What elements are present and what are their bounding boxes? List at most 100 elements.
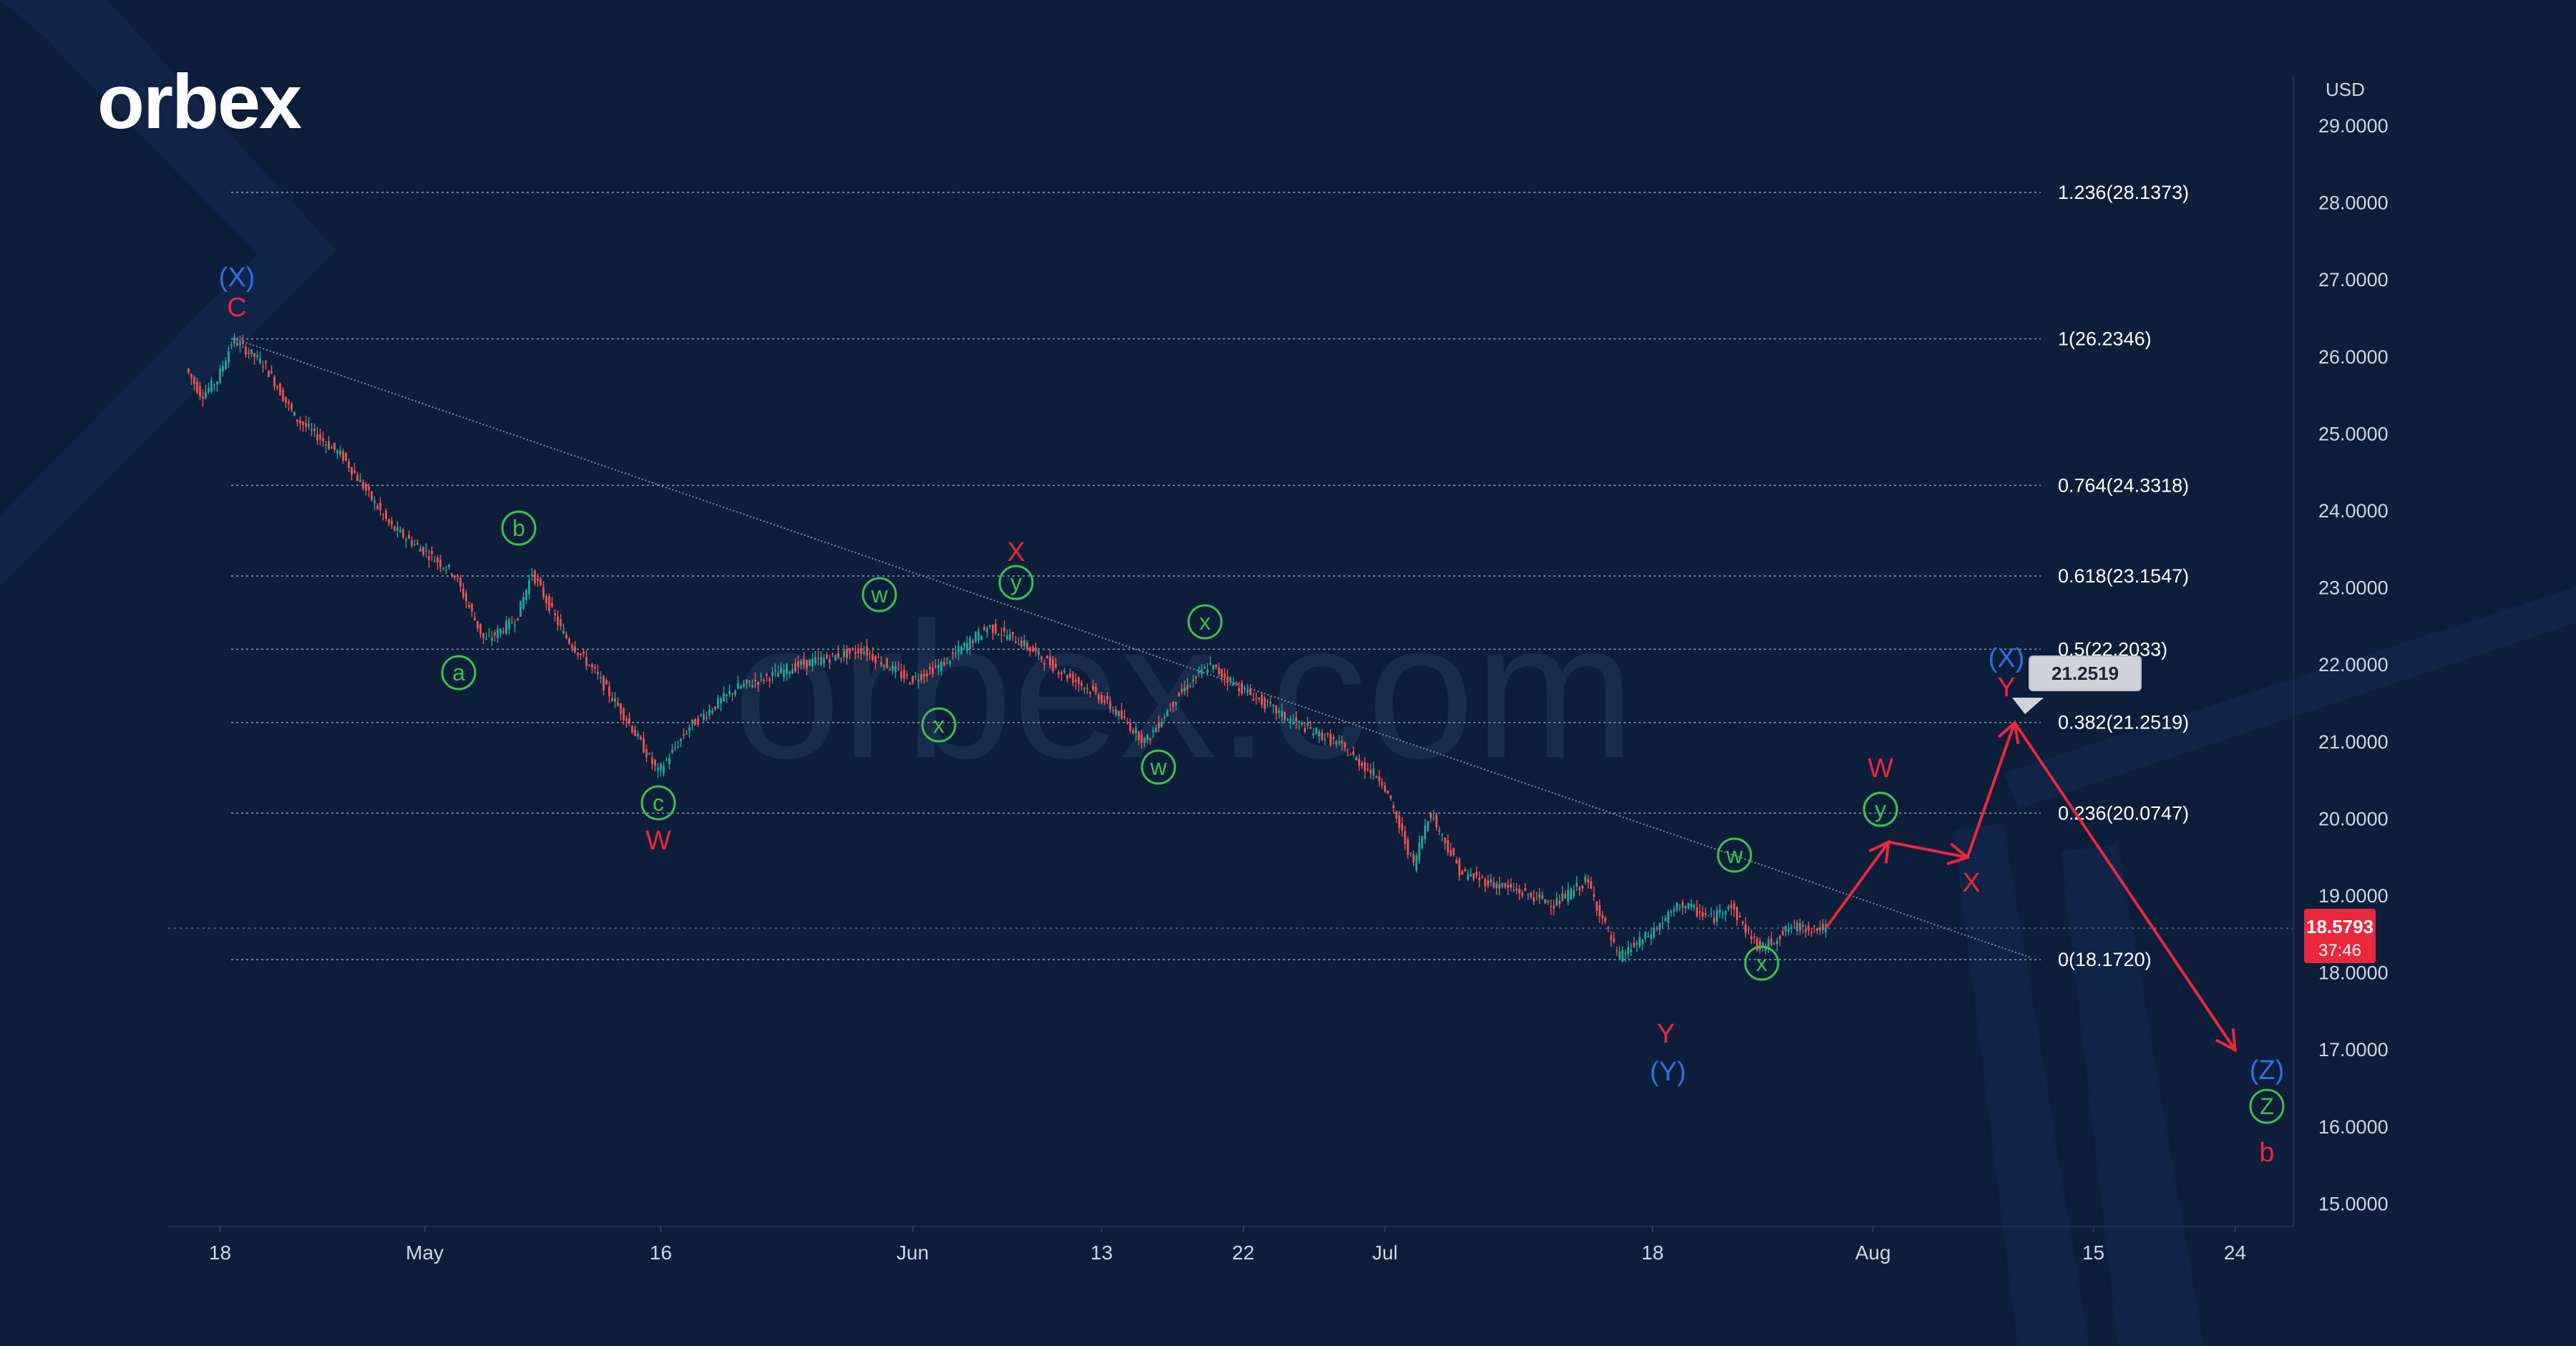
candle-body [276, 386, 278, 389]
candle-body [708, 709, 711, 716]
candle-body [1335, 741, 1337, 745]
trendline[interactable] [235, 338, 2031, 959]
wave-label: (X) [1989, 643, 2025, 673]
wave-label-circle [501, 510, 537, 546]
candle-body [814, 657, 816, 664]
candle-body [585, 657, 587, 666]
candle-body [374, 500, 376, 503]
candle-body [1767, 939, 1770, 947]
price-axis[interactable]: USD 29.0000 28.0000 27.0000 26.0000 25.0000 2… [2293, 75, 2389, 1227]
candle-body [1533, 897, 1535, 902]
candle-body [837, 653, 839, 658]
candle-body [992, 625, 994, 633]
candle-body [617, 702, 619, 706]
candle-body [803, 659, 805, 665]
candle-body [454, 575, 456, 578]
candle-body [923, 673, 925, 677]
candle-body [1221, 669, 1223, 678]
candle-body [560, 619, 562, 626]
candle-body [1370, 770, 1372, 774]
candle-body [728, 691, 731, 695]
candle-body [717, 698, 719, 708]
candle-body [1321, 732, 1323, 741]
candle-body [1032, 646, 1034, 653]
candle-body [1730, 904, 1732, 909]
candle-body [637, 733, 639, 737]
candle-body [1682, 902, 1684, 908]
callout-value: 21.2519 [2051, 663, 2119, 684]
brand-logo: orbex [97, 63, 302, 140]
candle-body [1109, 701, 1111, 709]
candle-body [1003, 627, 1005, 632]
candle-body [1621, 950, 1624, 962]
time-tick: 15 [2082, 1242, 2104, 1264]
wave-label: y [1875, 796, 1886, 822]
candle-body [823, 658, 825, 664]
candle-body [228, 351, 230, 363]
candle-body [1284, 712, 1286, 720]
candle-body [548, 595, 550, 612]
candle-body [1544, 899, 1546, 904]
candle-body [1716, 909, 1718, 922]
candle-body [1407, 839, 1409, 855]
candle-body [479, 623, 482, 635]
wave-label: (X) [219, 263, 255, 293]
candle-body [1224, 673, 1226, 678]
candle-body [1516, 889, 1518, 891]
candle-body [1684, 906, 1687, 909]
candle-body [872, 654, 874, 660]
candle-body [1364, 762, 1366, 771]
candle-body [439, 560, 441, 567]
price-tag-countdown: 37:46 [2318, 941, 2361, 960]
candle-body [394, 526, 396, 531]
candle-body [299, 420, 301, 424]
candle-body [1244, 688, 1246, 690]
candle-body [288, 401, 290, 404]
candle-body [1304, 728, 1306, 732]
candle-body [491, 638, 493, 641]
price-tick: 17.0000 [2318, 1039, 2389, 1060]
candle-body [1206, 670, 1209, 673]
candle-body [631, 726, 633, 733]
candle-body [777, 673, 779, 677]
candle-body [1181, 689, 1183, 692]
forecast-arrowhead [2215, 1028, 2237, 1053]
time-tick: 22 [1232, 1242, 1254, 1264]
candle-body [831, 653, 834, 655]
candle-body [602, 676, 605, 691]
candle-body [1736, 907, 1738, 920]
candle-body [205, 391, 207, 399]
price-tick: 25.0000 [2318, 423, 2389, 444]
candle-body [1724, 911, 1727, 915]
candle-body [580, 653, 582, 655]
candle-body [663, 766, 665, 774]
candle-body [1143, 738, 1146, 743]
candle-body [846, 649, 848, 658]
candle-body [1590, 881, 1592, 889]
candle-body [809, 659, 811, 666]
candle-body [574, 646, 576, 653]
price-tick: 26.0000 [2318, 346, 2389, 368]
callout-pointer [2012, 698, 2044, 714]
candle-body [502, 631, 504, 633]
candle-body [216, 381, 218, 385]
candle-body [1060, 672, 1063, 674]
candle-body [522, 597, 525, 610]
candle-body [1015, 641, 1017, 643]
candle-body [826, 655, 828, 659]
candle-body [880, 662, 882, 665]
candle-body [723, 693, 725, 701]
candle-body [946, 658, 948, 660]
candle-body [943, 662, 945, 666]
candle-body [308, 424, 310, 427]
candle-body [1204, 666, 1206, 669]
candle-body [322, 438, 324, 442]
candle-body [1226, 676, 1229, 683]
candle-body [1152, 730, 1154, 732]
candle-body [316, 434, 318, 441]
time-axis[interactable]: 18 May 16 Jun 13 22 Jul 18 Aug 15 24 [168, 1226, 2293, 1264]
candle-body [319, 434, 321, 440]
candle-body [451, 573, 453, 575]
candle-body [1756, 938, 1758, 951]
